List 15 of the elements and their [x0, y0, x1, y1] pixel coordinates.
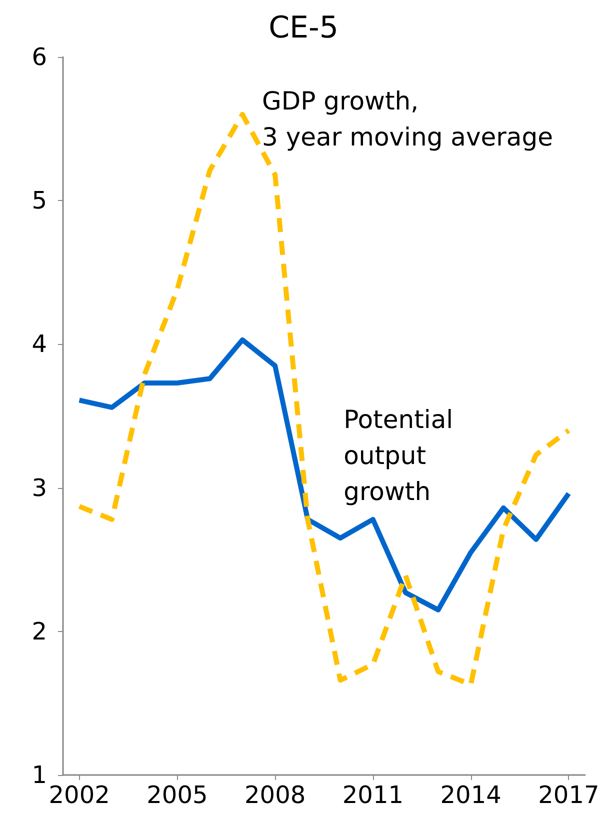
series-label: Potential output growth: [344, 405, 454, 506]
x-tick-label: 2014: [440, 781, 502, 809]
x-tick-label: 2011: [342, 781, 404, 809]
y-tick-label: 3: [32, 474, 47, 502]
y-tick-label: 6: [32, 43, 47, 71]
x-tick-label: 2017: [538, 781, 600, 809]
x-tick-label: 2008: [244, 781, 306, 809]
y-tick-label: 2: [32, 617, 47, 646]
y-tick-label: 5: [32, 186, 47, 215]
y-tick-label: 1: [32, 761, 47, 789]
x-tick-label: 2002: [48, 781, 110, 809]
chart-title: CE-5: [268, 10, 338, 46]
y-tick-label: 4: [32, 330, 47, 358]
x-tick-label: 2005: [146, 781, 208, 809]
series-label: GDP growth, 3 year moving average: [262, 86, 553, 152]
